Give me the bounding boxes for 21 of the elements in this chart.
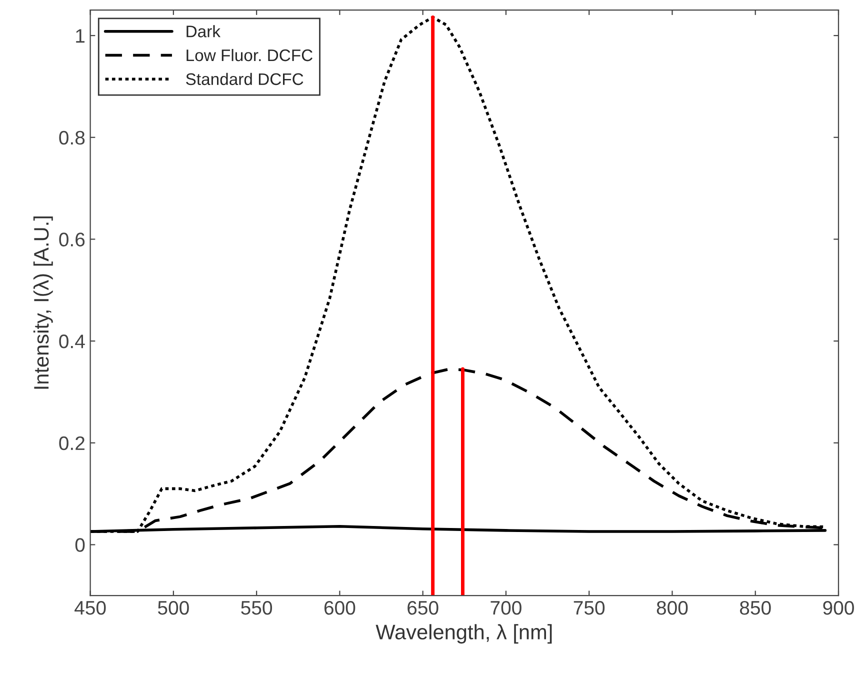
x-tick-label: 700 [490,600,522,615]
legend-label: Dark [186,25,221,38]
y-tick-label: 0.2 [59,436,84,450]
x-tick-label: 750 [574,600,605,615]
x-tick-label: 850 [740,600,771,615]
x-tick-label: 650 [408,600,438,615]
x-tick-label: 600 [324,600,356,615]
y-tick-label: 0.4 [59,334,85,348]
y-tick-label: 0.8 [59,130,85,145]
y-tick-label: 0 [75,538,85,552]
y-axis-title: Intensity, I(λ) [A.U.] [33,216,53,389]
x-tick-label: 500 [158,600,189,615]
legend-label: Low Fluor. DCFC [186,48,312,62]
x-tick-label: 450 [74,600,106,615]
x-tick-label: 550 [241,600,272,615]
x-tick-label: 800 [656,600,688,615]
y-tick-label: 0.6 [59,232,85,246]
x-axis-title: Wavelength, λ [nm] [376,624,552,644]
legend-label: Standard DCFC [186,72,304,86]
y-tick-label: 1 [76,29,84,43]
x-tick-label: 900 [823,600,854,615]
